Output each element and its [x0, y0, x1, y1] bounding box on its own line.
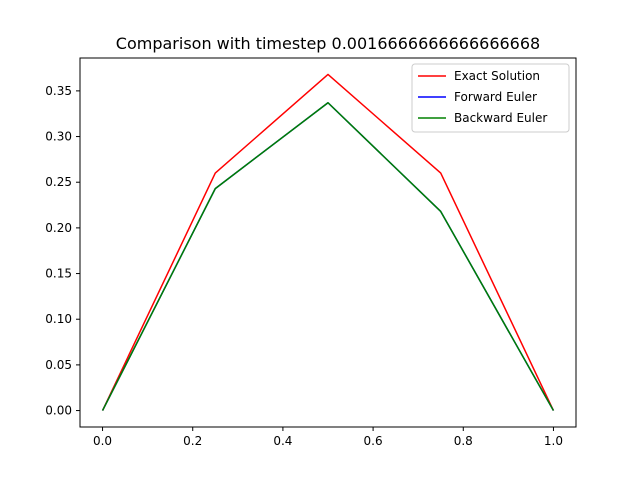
legend-box — [411, 63, 570, 133]
y-tick-label: 0.30 — [45, 130, 72, 144]
y-tick-label: 0.20 — [45, 221, 72, 235]
legend-label-2: Backward Euler — [454, 111, 547, 125]
x-tick-label: 0.6 — [364, 434, 383, 448]
x-tick-label: 1.0 — [544, 434, 563, 448]
y-tick-label: 0.10 — [45, 312, 72, 326]
series-line-2 — [101, 102, 555, 411]
x-tick-label: 0.8 — [454, 434, 473, 448]
x-tick-label: 0.0 — [93, 434, 112, 448]
series-line-1 — [101, 102, 555, 411]
legend: Exact Solution Forward Euler Backward Eule… — [411, 63, 570, 133]
y-tick-label: 0.15 — [45, 267, 72, 281]
x-axis: 0.0 0.2 0.4 0.6 0.8 1.0 — [93, 427, 563, 448]
x-tick-label: 0.4 — [273, 434, 292, 448]
y-tick-label: 0.25 — [45, 175, 72, 189]
legend-label-1: Forward Euler — [454, 90, 537, 104]
y-tick-label: 0.05 — [45, 358, 72, 372]
y-tick-label: 0.00 — [45, 404, 72, 418]
y-tick-label: 0.35 — [45, 84, 72, 98]
y-axis: 0.00 0.05 0.10 0.15 0.20 0.25 0.30 0.35 — [45, 84, 80, 418]
x-tick-label: 0.2 — [183, 434, 202, 448]
series-line-0 — [101, 73, 555, 411]
series-layer — [101, 73, 555, 411]
legend-label-0: Exact Solution — [454, 69, 540, 83]
chart-title: Comparison with timestep 0.0016666666666… — [116, 34, 540, 53]
plot-frame — [79, 57, 577, 428]
